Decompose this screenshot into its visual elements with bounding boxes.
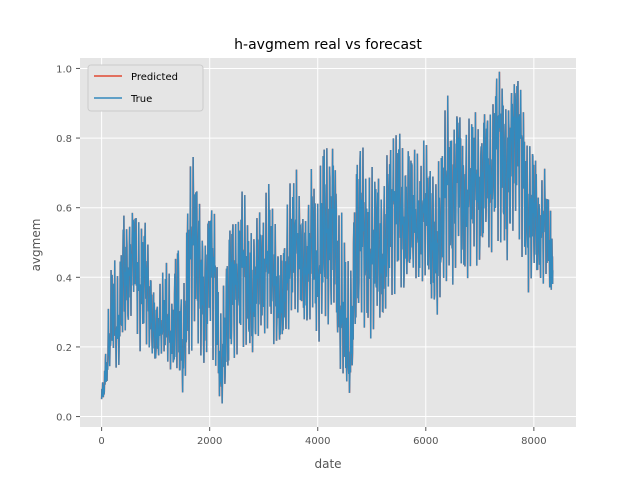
chart-title: h-avgmem real vs forecast [234,37,422,53]
x-tick-label: 4000 [305,436,330,447]
y-tick-label: 0.8 [56,134,72,145]
legend-label-true: True [130,94,152,105]
y-tick-label: 0.0 [56,413,72,424]
y-tick-label: 0.6 [56,204,72,215]
x-tick-label: 2000 [197,436,222,447]
y-tick-label: 1.0 [56,64,72,75]
x-tick-label: 6000 [413,436,438,447]
y-tick-label: 0.2 [56,343,72,354]
series-line-true [100,71,554,404]
y-axis-label: avgmem [29,219,43,272]
x-tick-label: 8000 [521,436,546,447]
y-tick-label: 0.4 [56,273,72,284]
x-axis-label: date [314,457,341,471]
legend: Predicted True [87,64,204,112]
legend-label-predicted: Predicted [131,72,178,83]
x-tick-label: 0 [98,436,104,447]
